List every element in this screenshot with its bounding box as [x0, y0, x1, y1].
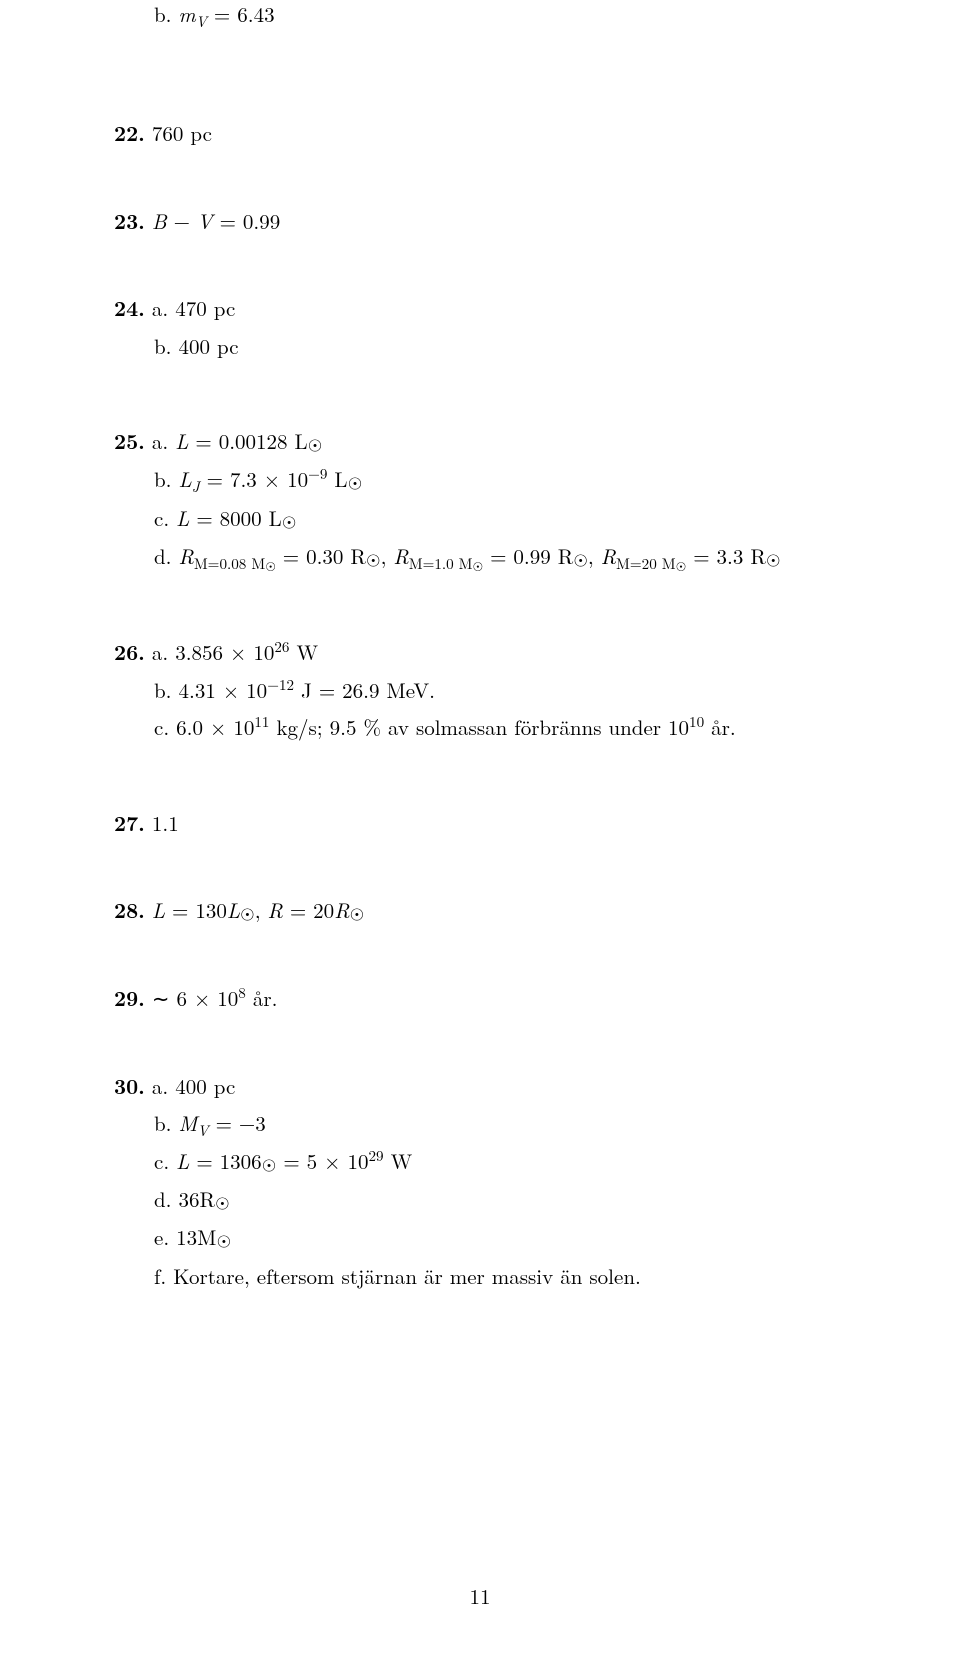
subitem-label: a. [152, 293, 168, 323]
line-text: B − V = 0.99 [152, 206, 280, 236]
problem-number: 26. [114, 637, 145, 667]
problem-number: 23. [114, 206, 145, 236]
line-text: 400 pc [179, 331, 239, 361]
problem-line: 22. 760 pc [114, 119, 846, 148]
subitem-line: b. MV = −3 [114, 1109, 846, 1138]
subitem-line: f. Kortare, eftersom stjärnan är mer mas… [114, 1262, 846, 1291]
spacer [114, 926, 846, 984]
subitem-label: c. [154, 1146, 169, 1176]
line-text: L = 8000 L☉ [176, 503, 296, 533]
problem-number: 22. [114, 118, 145, 148]
subitem-label: a. [152, 637, 168, 667]
subitem-line: c. 6.0 × 1011 kg/s; 9.5 % av solmassan f… [114, 713, 846, 742]
page-number: 11 [0, 1582, 960, 1611]
problem-number: 27. [114, 808, 145, 838]
spacer [114, 29, 846, 37]
subitem-line: c. L = 8000 L☉ [114, 504, 846, 534]
spacer [114, 1014, 846, 1072]
subitem-label: c. [154, 503, 169, 533]
problem-number: 25. [114, 426, 145, 456]
problem-line: 26. a. 3.856 × 1026 W [114, 638, 846, 667]
problem-line: 27. 1.1 [114, 809, 846, 838]
spacer [114, 361, 846, 369]
problem-line: 28. L = 130L☉, R = 20R☉ [114, 896, 846, 926]
subitem-line: d. 36R☉ [114, 1185, 846, 1215]
subitem-label: d. [154, 1184, 172, 1214]
subitem-label: b. [154, 464, 172, 494]
line-text: 3.856 × 1026 W [175, 637, 318, 667]
subitem-line: e. 13M☉ [114, 1223, 846, 1253]
line-text: 13M☉ [176, 1222, 231, 1252]
line-text: L = 0.00128 L☉ [175, 426, 322, 456]
spacer [114, 149, 846, 207]
subitem-label: b. [154, 331, 172, 361]
line-text: 470 pc [175, 293, 235, 323]
subitem-line: b. mV = 6.43 [114, 0, 846, 29]
problem-number: 28. [114, 895, 145, 925]
problem-line: 29. ∼ 6 × 108 år. [114, 984, 846, 1013]
line-text: 4.31 × 10−12 J = 26.9 MeV. [179, 675, 435, 705]
spacer [114, 37, 846, 119]
spacer [114, 1291, 846, 1299]
subitem-label: b. [154, 0, 172, 29]
problem-number: 29. [114, 983, 145, 1013]
subitem-label: e. [154, 1222, 169, 1252]
line-text: 400 pc [175, 1071, 235, 1101]
problem-number: 30. [114, 1071, 145, 1101]
spacer [114, 580, 846, 638]
problem-line: 30. a. 400 pc [114, 1072, 846, 1101]
line-text: L = 1306☉ = 5 × 1029 W [176, 1146, 412, 1176]
problem-number: 24. [114, 293, 145, 323]
subitem-label: f. [154, 1261, 166, 1291]
line-text: 1.1 [152, 808, 179, 838]
content-list: b. mV = 6.43 22. 760 pc 23. B − V = 0.99 24… [114, 0, 846, 1299]
line-text: 36R☉ [179, 1184, 230, 1214]
problem-line: 25. a. L = 0.00128 L☉ [114, 427, 846, 457]
subitem-label: b. [154, 1108, 172, 1138]
line-text: 760 pc [152, 118, 212, 148]
subitem-label: a. [152, 426, 168, 456]
line-text: LJ = 7.3 × 10−9 L☉ [179, 464, 363, 494]
subitem-line: d. RM=0.08 M☉ = 0.30 R☉, RM=1.0 M☉ = 0.9… [114, 542, 846, 572]
subitem-line: b. 4.31 × 10−12 J = 26.9 MeV. [114, 676, 846, 705]
line-text: 6.0 × 1011 kg/s; 9.5 % av solmassan förb… [176, 712, 736, 742]
subitem-label: b. [154, 675, 172, 705]
line-text: mV = 6.43 [179, 0, 275, 29]
spacer [114, 838, 846, 896]
subitem-line: b. LJ = 7.3 × 10−9 L☉ [114, 465, 846, 495]
problem-line: 23. B − V = 0.99 [114, 207, 846, 236]
spacer [114, 369, 846, 427]
line-text: Kortare, eftersom stjärnan är mer massiv… [173, 1261, 641, 1291]
line-text: MV = −3 [179, 1108, 266, 1138]
line-text: RM=0.08 M☉ = 0.30 R☉, RM=1.0 M☉ = 0.99 R… [179, 541, 781, 571]
spacer [114, 743, 846, 751]
spacer [114, 751, 846, 809]
subitem-label: a. [152, 1071, 168, 1101]
line-text: ∼ 6 × 108 år. [152, 983, 278, 1013]
line-text: L = 130L☉, R = 20R☉ [152, 895, 364, 925]
subitem-line: b. 400 pc [114, 332, 846, 361]
problem-line: 24. a. 470 pc [114, 294, 846, 323]
page: b. mV = 6.43 22. 760 pc 23. B − V = 0.99 24… [0, 0, 960, 1659]
spacer [114, 236, 846, 294]
subitem-label: c. [154, 712, 169, 742]
subitem-line: c. L = 1306☉ = 5 × 1029 W [114, 1147, 846, 1177]
subitem-label: d. [154, 541, 172, 571]
